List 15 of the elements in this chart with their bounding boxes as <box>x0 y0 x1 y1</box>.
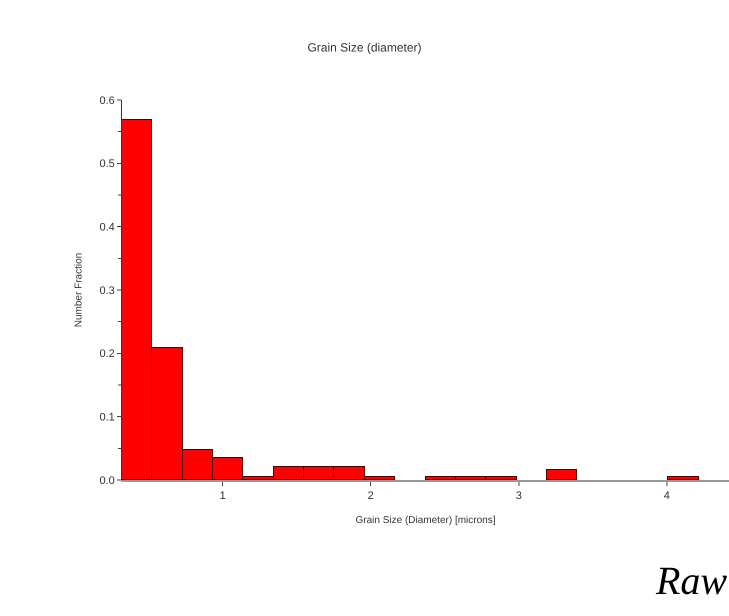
y-tick-label: 0.0 <box>100 474 115 487</box>
y-tick-label: 0.6 <box>100 94 115 107</box>
text: Raw <box>655 558 728 603</box>
y-tick-label: 0.1 <box>100 412 115 424</box>
x-tick-label: 3 <box>516 490 522 502</box>
x-tick-label: 1 <box>220 490 226 502</box>
y-tick-label: 0.3 <box>100 284 115 297</box>
x-axis-title: Grain Size (Diameter) [microns] <box>355 515 496 526</box>
y-tick-label: 0.2 <box>100 348 115 360</box>
x-tick-label: 2 <box>368 490 374 502</box>
y-axis-title: Number Fraction <box>74 252 85 328</box>
x-tick-label: 4 <box>664 490 670 502</box>
chart-title: Grain Size (diameter) <box>307 40 422 55</box>
y-tick-label: 0.4 <box>100 222 115 234</box>
y-tick-label: 0.5 <box>100 158 115 170</box>
